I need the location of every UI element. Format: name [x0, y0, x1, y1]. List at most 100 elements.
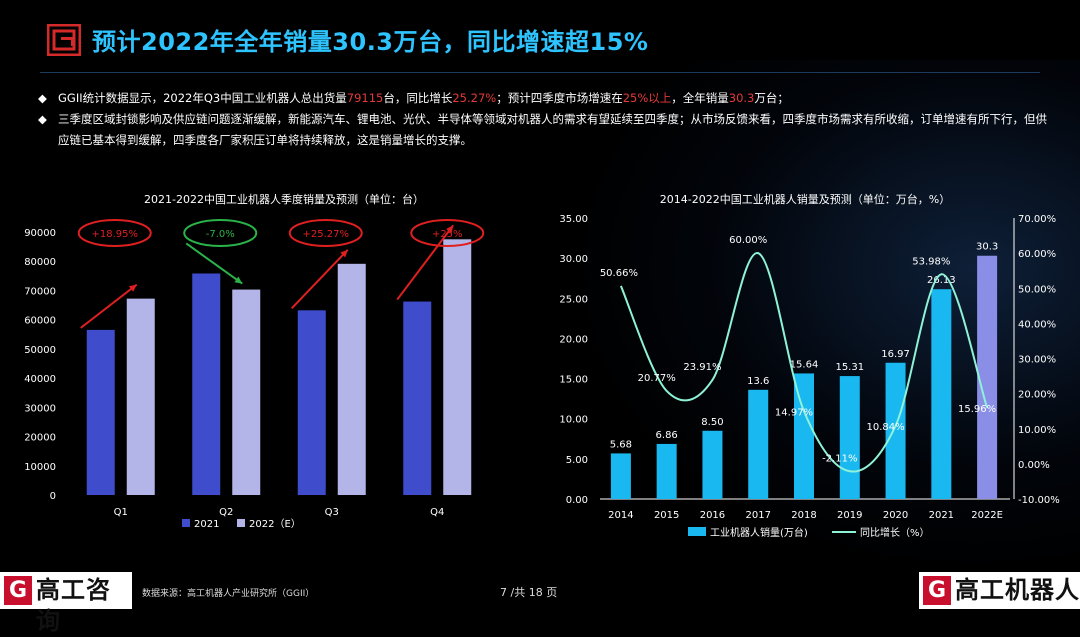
- y-right-tick-label: 70.00%: [1018, 214, 1056, 225]
- bullet-text-2: 三季度区域封锁影响及供应链问题逐渐缓解，新能源汽车、锂电池、光伏、半导体等领域对…: [58, 112, 1047, 147]
- x-tick-label: Q2: [219, 507, 233, 518]
- bullet-1-part-0: GGII统计数据显示，2022年Q3中国工业机器人总出货量: [58, 91, 347, 105]
- chart-title: 2021-2022中国工业机器人季度销量及预测（单位：台）: [144, 192, 424, 206]
- logo-right-text: 高工机器人: [955, 576, 1080, 604]
- y-tick-label: 20000: [24, 433, 56, 444]
- page-title: 预计2022年全年销量30.3万台，同比增速超15%: [92, 28, 649, 56]
- y-right-tick-label: 60.00%: [1018, 249, 1056, 260]
- x-tick-label: 2015: [654, 510, 679, 521]
- bullet-1-part-8: 万台；: [754, 91, 789, 105]
- bar-sales-2020: [885, 362, 906, 499]
- line-data-label: 15.96%: [958, 404, 996, 415]
- y-right-tick-label: 40.00%: [1018, 319, 1056, 330]
- bar-data-label: 8.50: [701, 417, 723, 428]
- line-data-label: 60.00%: [729, 235, 767, 246]
- bar-data-label: 13.6: [747, 376, 769, 387]
- x-tick-label: 2016: [700, 510, 725, 521]
- bar-data-label: 5.68: [610, 439, 632, 450]
- x-tick-label: 2018: [791, 510, 816, 521]
- diamond-bullet-icon: ◆: [38, 112, 47, 126]
- bar-sales-2019: [839, 376, 860, 499]
- y-tick-label: 70000: [24, 286, 56, 297]
- annotation-arrow-line: [291, 249, 349, 310]
- annual-sales-chart-svg: 2014-2022中国工业机器人销量及预测（单位：万台，%） 0.00 5.00 10…: [559, 192, 1059, 539]
- bar-sales-2014: [610, 453, 631, 499]
- y-tick-label: 60000: [24, 316, 56, 327]
- bullet-1-part-3: 25.27%: [452, 91, 497, 105]
- bar-sales-2018: [794, 373, 814, 499]
- bar-2022E-Q1: [126, 298, 155, 495]
- y-tick-label: 0: [50, 491, 56, 502]
- annotation-label: +25.27%: [302, 229, 349, 240]
- bullet-1-part-7: 30.3: [728, 91, 755, 105]
- x-tick-label: Q3: [325, 507, 339, 518]
- annotation-ellipse: [288, 219, 363, 247]
- bar-sales-2022E: [977, 255, 998, 499]
- bar-2021-Q1: [86, 329, 115, 495]
- bar-data-label: 30.3: [976, 242, 998, 253]
- y-left-tick-label: 15.00: [559, 375, 588, 386]
- header-divider: [40, 72, 1040, 73]
- y-left-tick-label: 30.00: [559, 254, 588, 265]
- legend-bar-swatch: [688, 527, 706, 536]
- y-right-tick-label: 30.00%: [1018, 355, 1056, 366]
- y-left-tick-label: 20.00: [559, 334, 588, 345]
- legend-label: 2021: [194, 519, 219, 530]
- arrowhead-icon: [128, 284, 137, 292]
- bullet-1-part-5: 25%以上: [622, 91, 672, 105]
- y-right-tick-label: 50.00%: [1018, 284, 1056, 295]
- x-tick-label: 2021: [929, 510, 954, 521]
- y-tick-label: 80000: [24, 257, 56, 268]
- bar-2022E-Q3: [337, 263, 366, 495]
- x-tick-label: Q1: [114, 507, 128, 518]
- bar-sales-2021: [931, 289, 952, 499]
- arrowhead-icon: [446, 225, 454, 234]
- ggii-logo-icon: [47, 24, 81, 56]
- legend-swatch: [237, 519, 245, 527]
- bar-2021-Q4: [403, 301, 432, 495]
- y-left-tick-label: 35.00: [559, 214, 588, 225]
- x-tick-label: 2014: [608, 510, 633, 521]
- arrowhead-icon: [234, 276, 243, 284]
- bullet-text-1: GGII统计数据显示，2022年Q3中国工业机器人总出货量79115台，同比增长…: [58, 88, 789, 109]
- bar-sales-2016: [702, 430, 723, 499]
- legend-label: 2022（E）: [249, 518, 301, 530]
- annotation-arrow-line: [185, 242, 243, 285]
- bar-2021-Q2: [192, 273, 221, 495]
- bullet-1-part-4: ；预计四季度市场增速在: [496, 91, 623, 105]
- y-tick-label: 30000: [24, 403, 56, 414]
- x-tick-label: 2019: [837, 510, 862, 521]
- bullet-1-part-1: 79115: [346, 91, 384, 105]
- gaogong-consulting-logo: G 高工咨询: [0, 572, 132, 635]
- y-tick-label: 90000: [24, 228, 56, 239]
- y-tick-label: 40000: [24, 374, 56, 385]
- x-tick-label: 2017: [745, 510, 770, 521]
- legend-swatch: [182, 519, 190, 527]
- x-tick-label: Q4: [430, 507, 444, 518]
- line-data-label: -2.11%: [822, 453, 857, 464]
- logo-left-text: 高工咨询: [36, 576, 111, 635]
- chart-title: 2014-2022中国工业机器人销量及预测（单位：万台，%）: [660, 192, 950, 206]
- quarterly-sales-chart-svg: 2021-2022中国工业机器人季度销量及预测（单位：台） 0 10000 20000…: [24, 192, 485, 530]
- y-left-tick-label: 5.00: [566, 455, 588, 466]
- annotation-ellipse: [77, 219, 152, 247]
- bar-2021-Q3: [297, 310, 326, 495]
- x-tick-label: 2022E: [971, 510, 1003, 521]
- annual-sales-chart: 2014-2022中国工业机器人销量及预测（单位：万台，%） 0.00 5.00 10…: [540, 185, 1080, 545]
- line-data-label: 50.66%: [600, 268, 638, 279]
- bar-sales-2017: [748, 389, 769, 499]
- diamond-bullet-icon: ◆: [38, 91, 47, 105]
- y-left-tick-label: 0.00: [566, 495, 588, 506]
- arrowhead-icon: [340, 249, 348, 258]
- x-tick-label: 2020: [883, 510, 908, 521]
- y-left-tick-label: 25.00: [559, 294, 588, 305]
- bar-sales-2015: [656, 443, 677, 499]
- page-number: 7 /共 18 页: [500, 586, 558, 599]
- line-data-label: 14.97%: [775, 407, 813, 418]
- data-source: 数据来源：高工机器人产业研究所（GGII）: [142, 589, 315, 599]
- gaogong-robot-logo: G 高工机器人: [919, 572, 1080, 609]
- legend-bar-label: 工业机器人销量(万台): [710, 526, 808, 539]
- y-left-tick-label: 10.00: [559, 415, 588, 426]
- bar-2022E-Q4: [443, 239, 472, 495]
- y-tick-label: 10000: [24, 462, 56, 473]
